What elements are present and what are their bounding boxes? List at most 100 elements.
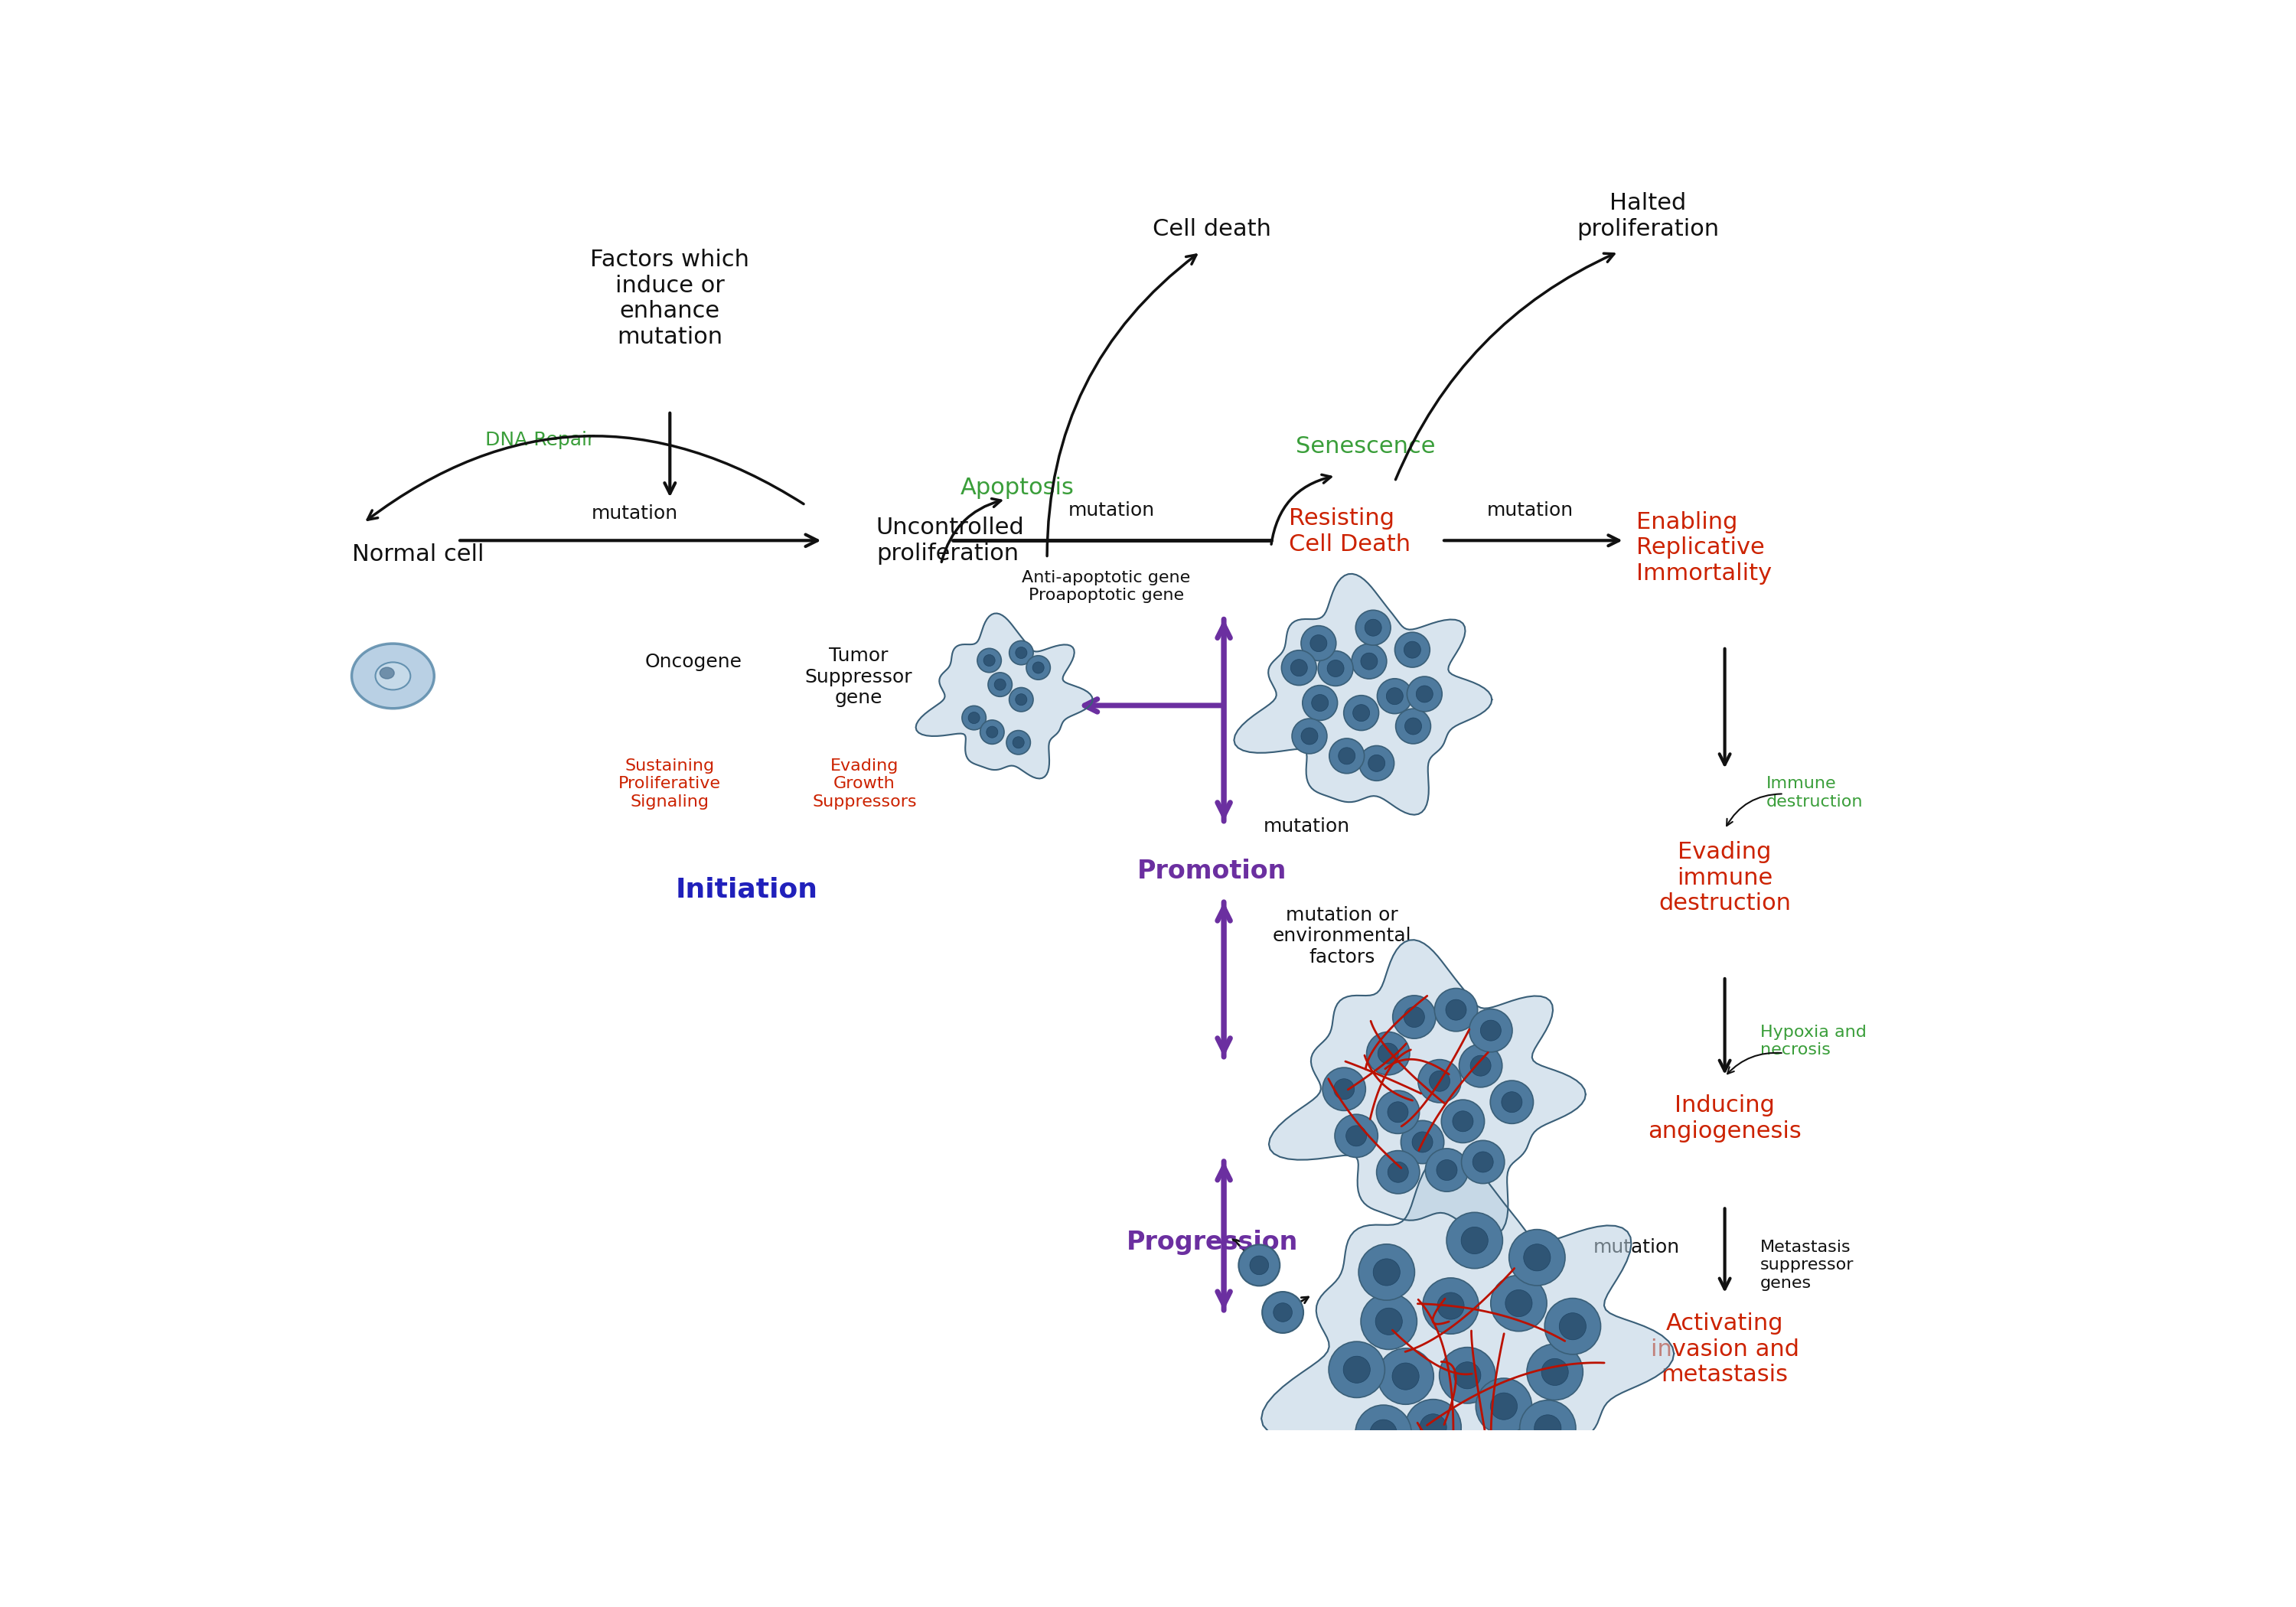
Circle shape: [1010, 688, 1033, 712]
Circle shape: [1373, 1258, 1401, 1286]
Text: Factors which
induce or
enhance
mutation: Factors which induce or enhance mutation: [590, 249, 748, 349]
Circle shape: [1387, 688, 1403, 704]
Circle shape: [1343, 696, 1380, 731]
Circle shape: [1401, 1120, 1444, 1163]
Circle shape: [1364, 619, 1382, 636]
Circle shape: [1403, 1006, 1424, 1027]
Circle shape: [1437, 1160, 1458, 1181]
Circle shape: [1469, 1009, 1513, 1053]
Circle shape: [1378, 678, 1412, 714]
Text: Uncontrolled
proliferation: Uncontrolled proliferation: [877, 517, 1024, 564]
Text: Normal cell: Normal cell: [351, 543, 484, 566]
Circle shape: [1394, 632, 1430, 667]
Circle shape: [1446, 1000, 1467, 1020]
Text: Inducing
angiogenesis: Inducing angiogenesis: [1649, 1094, 1802, 1143]
Circle shape: [1426, 1149, 1469, 1192]
Circle shape: [1394, 995, 1435, 1038]
Text: mutation: mutation: [1593, 1239, 1681, 1257]
Circle shape: [1339, 747, 1355, 765]
Circle shape: [1378, 1348, 1433, 1405]
Circle shape: [1006, 731, 1031, 755]
Circle shape: [987, 673, 1013, 696]
Circle shape: [980, 720, 1003, 744]
Ellipse shape: [374, 662, 411, 689]
Circle shape: [1355, 1405, 1412, 1461]
Circle shape: [1541, 1358, 1568, 1385]
Text: DNA Repair: DNA Repair: [484, 431, 595, 450]
Circle shape: [1407, 677, 1442, 712]
Text: Cell death: Cell death: [1153, 219, 1272, 239]
Text: Tumor
Suppressor
gene: Tumor Suppressor gene: [804, 646, 912, 707]
Text: Evading
Growth
Suppressors: Evading Growth Suppressors: [813, 759, 916, 810]
Circle shape: [1015, 648, 1026, 659]
Circle shape: [1249, 1255, 1270, 1274]
Text: Evading
immune
destruction: Evading immune destruction: [1658, 840, 1791, 914]
Circle shape: [1010, 641, 1033, 665]
Text: mutation: mutation: [1263, 818, 1350, 836]
Circle shape: [1417, 686, 1433, 702]
Circle shape: [1362, 652, 1378, 670]
Ellipse shape: [351, 644, 434, 709]
Circle shape: [1015, 694, 1026, 705]
Circle shape: [987, 726, 999, 738]
Circle shape: [1387, 1162, 1407, 1183]
Text: mutation: mutation: [1068, 501, 1155, 521]
Circle shape: [1378, 1151, 1419, 1194]
Circle shape: [1403, 641, 1421, 659]
Text: Progression: Progression: [1127, 1229, 1297, 1255]
Circle shape: [1490, 1276, 1548, 1331]
Polygon shape: [1261, 1152, 1674, 1538]
Circle shape: [1481, 1446, 1508, 1474]
Text: mutation: mutation: [592, 505, 677, 522]
Circle shape: [994, 678, 1006, 691]
Circle shape: [1329, 1342, 1384, 1398]
Text: Metastasis
suppressor
genes: Metastasis suppressor genes: [1761, 1241, 1853, 1290]
Circle shape: [1375, 1308, 1403, 1335]
Text: Enabling
Replicative
Immortality: Enabling Replicative Immortality: [1637, 511, 1773, 585]
Circle shape: [1311, 694, 1329, 712]
Circle shape: [1458, 1045, 1502, 1088]
Circle shape: [1366, 1032, 1410, 1075]
Circle shape: [1396, 709, 1430, 744]
Circle shape: [1274, 1303, 1293, 1323]
Circle shape: [1033, 662, 1045, 673]
Circle shape: [1481, 1020, 1502, 1041]
Circle shape: [1013, 736, 1024, 749]
Circle shape: [1343, 1356, 1371, 1384]
Circle shape: [1322, 1067, 1366, 1110]
Circle shape: [1302, 685, 1339, 720]
Circle shape: [1290, 659, 1306, 677]
Circle shape: [1534, 1414, 1561, 1441]
Polygon shape: [916, 614, 1093, 778]
Text: Activating
invasion and
metastasis: Activating invasion and metastasis: [1651, 1313, 1800, 1385]
Circle shape: [1378, 1043, 1398, 1064]
Circle shape: [1463, 1141, 1504, 1183]
Circle shape: [1362, 1294, 1417, 1350]
Circle shape: [1026, 656, 1049, 680]
Circle shape: [1435, 988, 1479, 1032]
Text: mutation: mutation: [1488, 501, 1573, 521]
Polygon shape: [1233, 574, 1492, 815]
Circle shape: [1329, 738, 1364, 773]
Circle shape: [978, 648, 1001, 672]
Text: mutation or
environmental
factors: mutation or environmental factors: [1272, 906, 1412, 967]
Circle shape: [1375, 1091, 1419, 1133]
Circle shape: [1263, 1292, 1304, 1334]
Circle shape: [1520, 1400, 1575, 1456]
Text: Apoptosis: Apoptosis: [960, 476, 1075, 498]
Circle shape: [1412, 1131, 1433, 1152]
Circle shape: [1419, 1414, 1446, 1441]
Circle shape: [1359, 746, 1394, 781]
Circle shape: [1424, 1278, 1479, 1334]
Circle shape: [1490, 1080, 1534, 1123]
Circle shape: [1476, 1379, 1531, 1435]
Circle shape: [1281, 651, 1316, 685]
Circle shape: [1442, 1099, 1486, 1143]
Text: Anti-apoptotic gene
Proapoptotic gene: Anti-apoptotic gene Proapoptotic gene: [1022, 570, 1189, 603]
Circle shape: [1334, 1078, 1355, 1099]
Circle shape: [1238, 1245, 1279, 1286]
Circle shape: [1352, 644, 1387, 678]
Circle shape: [983, 654, 994, 667]
Circle shape: [1391, 1363, 1419, 1390]
Circle shape: [1490, 1393, 1518, 1419]
